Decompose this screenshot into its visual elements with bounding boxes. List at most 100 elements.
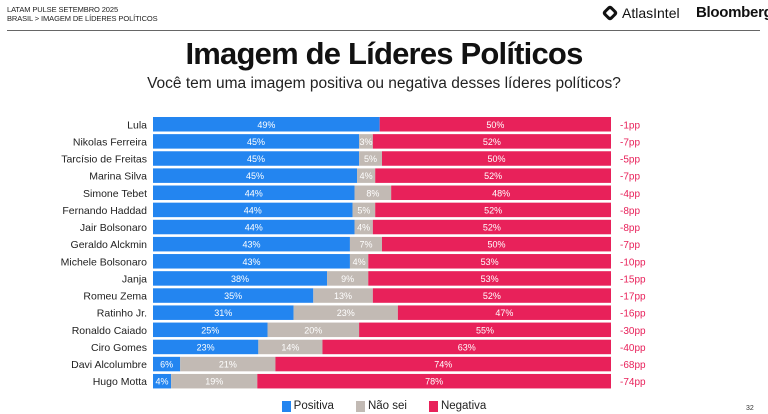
data-label: 45% [247, 137, 265, 147]
category-label: Hugo Motta [93, 376, 147, 388]
data-label: 50% [487, 240, 505, 250]
data-label: 44% [245, 188, 263, 198]
legend-item-negativa: Negativa [428, 400, 487, 412]
category-label: Janja [122, 273, 147, 285]
bar-negativa [368, 271, 611, 286]
bar-n-o-sei [349, 236, 382, 252]
category-label: Davi Alcolumbre [71, 359, 147, 371]
net-label: -16pp [620, 309, 646, 320]
data-label: 6% [160, 360, 173, 370]
bar-negativa [372, 288, 611, 303]
data-label: 44% [244, 205, 262, 215]
category-label: Lula [127, 119, 147, 131]
net-label: -7pp [620, 240, 640, 251]
bar-positiva [153, 219, 355, 235]
bar-negativa [368, 254, 611, 269]
data-label: 48% [492, 188, 510, 198]
data-label: 55% [476, 325, 494, 335]
category-label: Simone Tebet [83, 188, 147, 200]
category-label: Marina Silva [89, 171, 147, 183]
data-label: 14% [281, 342, 299, 352]
legend-swatch [428, 400, 438, 412]
data-label: 53% [481, 257, 499, 267]
bar-positiva [153, 305, 294, 320]
bar-n-o-sei [349, 254, 369, 269]
bar-positiva [153, 288, 314, 303]
data-label: 20% [304, 325, 322, 335]
net-label: -40pp [620, 343, 646, 354]
data-label: 52% [483, 291, 501, 301]
data-label: 5% [357, 205, 370, 215]
data-label: 52% [483, 223, 501, 233]
net-label: -7pp [620, 137, 640, 148]
legend-swatch [281, 400, 291, 412]
bar-n-o-sei [354, 185, 392, 201]
net-label: -4pp [620, 189, 640, 200]
data-label: 43% [242, 240, 260, 250]
net-label: -1pp [620, 120, 640, 131]
category-label: Ronaldo Caiado [72, 325, 147, 337]
legend-swatch [355, 400, 365, 412]
bar-negativa [372, 134, 611, 149]
bar-negativa [382, 151, 611, 166]
legend-item-nao-sei: Não sei [355, 400, 407, 412]
bar-positiva [153, 185, 355, 201]
data-label: 50% [486, 120, 504, 130]
bar-negativa [372, 219, 611, 235]
data-label: 4% [353, 257, 366, 267]
bar-n-o-sei [171, 373, 258, 389]
bar-n-o-sei [352, 202, 376, 218]
data-label: 78% [425, 377, 443, 387]
category-label: Ciro Gomes [91, 342, 147, 354]
category-label: Jair Bolsonaro [80, 222, 147, 234]
data-label: 23% [337, 308, 355, 318]
net-label: -17pp [620, 292, 646, 303]
chart-subtitle: Você tem uma imagem positiva ou negativa… [147, 75, 621, 92]
bar-n-o-sei [327, 271, 369, 286]
data-label: 31% [214, 308, 232, 318]
chart-title: Imagem de Líderes Políticos [185, 36, 583, 71]
bar-negativa [391, 185, 611, 201]
bar-n-o-sei [313, 288, 373, 303]
bar-positiva [153, 271, 328, 286]
bar-n-o-sei [293, 305, 398, 320]
net-label: -15pp [620, 274, 646, 285]
category-label: Tarcísio de Freitas [61, 154, 147, 166]
category-label: Fernando Haddad [62, 205, 147, 217]
category-label: Michele Bolsonaro [61, 256, 148, 268]
data-label: 53% [481, 274, 499, 284]
legend-item-positiva: Positiva [281, 400, 334, 412]
bar-positiva [153, 322, 268, 338]
bar-negativa [375, 168, 611, 183]
legend-label: Negativa [440, 400, 487, 412]
data-label: 45% [247, 154, 265, 164]
category-label: Ratinho Jr. [97, 308, 147, 320]
data-label: 52% [483, 137, 501, 147]
page-number: 32 [746, 405, 754, 412]
data-label: 45% [246, 171, 264, 181]
net-label: -68pp [620, 360, 646, 371]
atlasintel-logo: AtlasIntel [601, 4, 680, 22]
data-label: 49% [257, 120, 275, 130]
bar-positiva [153, 356, 181, 372]
breadcrumb: BRASIL > IMAGEM DE LÍDERES POLÍTICOS [7, 14, 158, 23]
bar-negativa [359, 322, 611, 338]
data-label: 52% [484, 205, 502, 215]
bar-negativa [375, 202, 611, 218]
bar-n-o-sei [354, 219, 373, 235]
category-label: Romeu Zema [83, 291, 147, 303]
net-label: -10pp [620, 257, 646, 268]
bar-n-o-sei [267, 322, 360, 338]
bar-n-o-sei [180, 356, 276, 372]
data-label: 35% [224, 291, 242, 301]
bar-n-o-sei [359, 134, 373, 149]
data-label: 21% [219, 360, 237, 370]
data-label: 3% [359, 137, 372, 147]
net-label: -74pp [620, 377, 646, 388]
net-label: -8pp [620, 206, 640, 217]
bar-positiva [153, 168, 358, 183]
bar-positiva [153, 254, 350, 269]
data-label: 23% [197, 342, 215, 352]
data-label: 4% [357, 223, 370, 233]
